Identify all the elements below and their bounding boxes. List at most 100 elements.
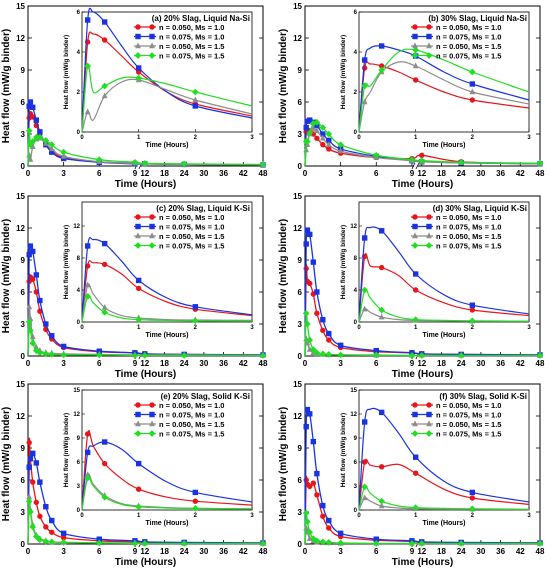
data-point — [325, 130, 333, 138]
legend-marker — [426, 411, 432, 418]
legend-marker — [412, 411, 418, 418]
y-tick-label: 6 — [21, 288, 26, 297]
x-tick-label: 42 — [239, 359, 248, 368]
legend-marker — [426, 214, 432, 220]
legend-marker — [411, 242, 419, 249]
inset-data-point — [361, 82, 368, 90]
inset-y-tick-label: 2 — [77, 90, 81, 96]
inset-x-tick-label: 2 — [194, 325, 198, 331]
inset-data-point — [192, 505, 199, 512]
x-tick-label: 18 — [160, 169, 169, 178]
inset-x-tick-label: 0 — [80, 513, 84, 519]
data-point — [536, 160, 544, 167]
data-point — [60, 148, 67, 156]
data-point — [95, 156, 103, 163]
inset-data-point — [192, 317, 199, 325]
x-tick-label: 12 — [417, 169, 426, 178]
legend-label: n = 0.050, Ms = 1.0 — [159, 401, 224, 410]
legend-label: n = 0.075, Ms = 1.0 — [159, 411, 224, 420]
data-point — [310, 438, 317, 445]
data-point — [337, 351, 344, 359]
data-point — [325, 539, 333, 546]
legend-marker — [149, 33, 155, 40]
data-point — [419, 152, 425, 159]
inset-data-point — [192, 103, 199, 109]
inset-x-tick-label: 1 — [414, 135, 418, 141]
inset-data-point — [412, 470, 419, 476]
data-point — [60, 343, 67, 350]
data-point — [319, 124, 327, 131]
inset-data-point — [378, 264, 385, 271]
inset-data-point — [135, 285, 142, 292]
x-axis-label: Time (Hours) — [115, 179, 177, 190]
data-point — [49, 529, 55, 535]
y-tick-label: 3 — [21, 320, 26, 329]
legend-label: n = 0.050, Ms = 1.0 — [159, 23, 224, 32]
inset-x-tick-label: 1 — [414, 513, 418, 519]
inset-data-point — [84, 281, 91, 288]
inset-x-tick-label: 2 — [194, 513, 198, 519]
data-point — [37, 479, 43, 485]
y-tick-label: 15 — [293, 2, 302, 11]
inset-y-tick-label: 0 — [77, 508, 81, 514]
data-point — [326, 337, 332, 343]
y-tick-label: 0 — [21, 352, 26, 361]
inset-data-point — [361, 419, 368, 425]
inset-y-tick-label: 12 — [73, 412, 80, 418]
inset-frame — [81, 389, 253, 511]
inset-x-tick-label: 0 — [357, 325, 361, 331]
y-tick-label: 12 — [293, 224, 302, 233]
data-point — [314, 470, 320, 477]
x-tick-label: 36 — [496, 547, 505, 556]
data-point — [26, 439, 32, 446]
y-tick-label: 0 — [298, 352, 303, 361]
legend-marker — [135, 232, 141, 239]
inset-x-axis-label: Time (Hours) — [145, 332, 188, 339]
x-tick-label: 30 — [476, 547, 485, 556]
x-tick-label: 9 — [410, 547, 415, 556]
legend-marker — [134, 52, 142, 59]
data-point — [36, 349, 44, 357]
data-point — [29, 138, 37, 145]
x-tick-label: 12 — [140, 169, 149, 178]
data-point — [37, 513, 43, 519]
legend-marker — [149, 420, 155, 427]
panel-title: (a) 20% Slag, Liquid Na-Si — [152, 14, 250, 23]
inset-series-line — [358, 48, 530, 133]
inset-series-line — [81, 283, 253, 323]
legend-label: n = 0.075, Ms = 1.5 — [436, 242, 501, 251]
x-tick-label: 6 — [97, 547, 102, 556]
inset-series-line — [81, 31, 253, 133]
legend-label: n = 0.050, Ms = 1.0 — [436, 23, 501, 32]
inset-data-point — [412, 271, 419, 277]
data-point — [313, 118, 321, 126]
data-point — [27, 156, 34, 162]
inset-x-axis-label: Time (Hours) — [145, 520, 188, 527]
data-point — [30, 450, 36, 457]
data-point — [314, 135, 320, 141]
x-tick-label: 9 — [133, 169, 138, 178]
data-point — [306, 528, 314, 536]
legend-marker — [149, 411, 155, 418]
data-point — [326, 525, 332, 531]
data-point — [372, 540, 380, 547]
data-point — [320, 141, 326, 148]
inset-frame — [358, 389, 530, 511]
legend-marker — [426, 24, 432, 30]
inset-y-tick-label: 9 — [77, 436, 81, 442]
legend-label: n = 0.050, Ms = 1.5 — [159, 232, 224, 241]
y-axis-label: Heat flow (mW/g binder) — [278, 407, 289, 521]
data-point — [95, 351, 103, 359]
inset-x-axis-label: Time (Hours) — [422, 332, 465, 339]
data-point — [141, 352, 149, 359]
data-point — [27, 243, 34, 249]
inset-data-point — [101, 92, 108, 99]
data-point — [337, 141, 344, 148]
data-point — [60, 539, 67, 546]
legend-label: n = 0.050, Ms = 1.5 — [159, 420, 224, 429]
inset-data-point — [135, 460, 142, 467]
inset-x-tick-label: 1 — [137, 325, 141, 331]
inset-data-point — [361, 235, 368, 241]
inset-data-point — [135, 277, 142, 284]
legend-marker — [149, 24, 155, 30]
